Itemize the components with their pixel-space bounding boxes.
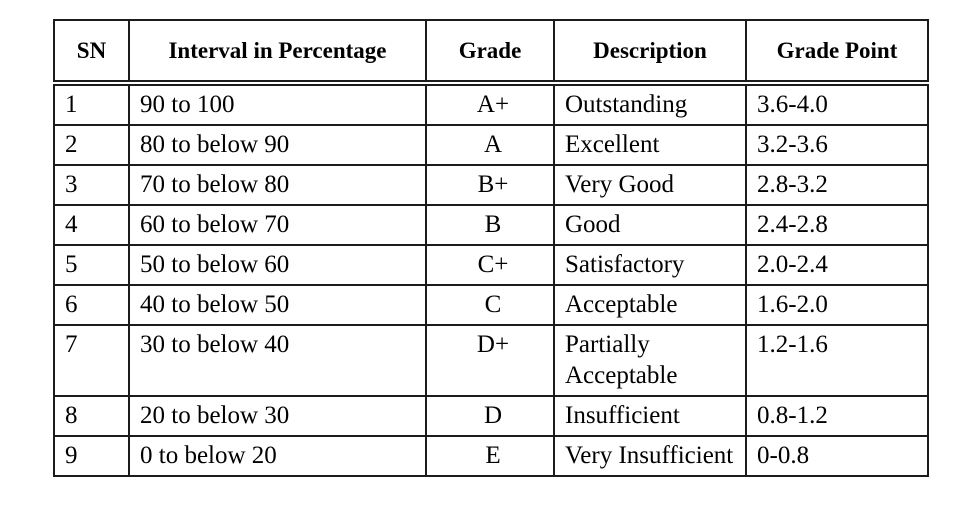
table-row: 3 70 to below 80 B+ Very Good 2.8-3.2 [53,164,929,206]
cell-description: Outstanding [553,82,747,126]
cell-description: Excellent [553,124,747,166]
cell-sn: 2 [53,124,130,166]
cell-grade_point: 3.6-4.0 [745,82,929,126]
header-grade-point: Grade Point [745,19,929,86]
cell-grade_point: 3.2-3.6 [745,124,929,166]
grading-scale-table: SN Interval in Percentage Grade Descript… [53,19,929,477]
table-row: 4 60 to below 70 B Good 2.4-2.8 [53,204,929,246]
cell-sn: 5 [53,244,130,286]
cell-interval: 0 to below 20 [128,435,427,477]
table-row: 1 90 to 100 A+ Outstanding 3.6-4.0 [53,82,929,126]
cell-interval: 80 to below 90 [128,124,427,166]
cell-sn: 3 [53,164,130,206]
cell-interval: 30 to below 40 [128,324,427,397]
cell-grade_point: 0.8-1.2 [745,395,929,437]
table-row: 7 30 to below 40 D+ Partially Acceptable 1.2… [53,324,929,397]
cell-description: Very Good [553,164,747,206]
cell-description: Satisfactory [553,244,747,286]
header-row: SN Interval in Percentage Grade Descript… [53,19,929,86]
table-row: 2 80 to below 90 A Excellent 3.2-3.6 [53,124,929,166]
header-sn: SN [53,19,130,86]
cell-interval: 20 to below 30 [128,395,427,437]
cell-interval: 50 to below 60 [128,244,427,286]
cell-grade_point: 1.2-1.6 [745,324,929,397]
header-description: Description [553,19,747,86]
header-grade: Grade [425,19,555,86]
cell-sn: 4 [53,204,130,246]
cell-sn: 1 [53,82,130,126]
cell-interval: 90 to 100 [128,82,427,126]
table-body: 1 90 to 100 A+ Outstanding 3.6-4.0 2 80 to bel… [53,82,929,477]
cell-interval: 70 to below 80 [128,164,427,206]
cell-grade: C [425,284,555,326]
cell-grade_point: 2.0-2.4 [745,244,929,286]
cell-description: Partially Acceptable [553,324,747,397]
cell-grade: D+ [425,324,555,397]
cell-description: Very Insufficient [553,435,747,477]
cell-grade: D [425,395,555,437]
cell-sn: 9 [53,435,130,477]
table-row: 8 20 to below 30 D Insufficient 0.8-1.2 [53,395,929,437]
header-interval: Interval in Percentage [128,19,427,86]
cell-grade_point: 2.4-2.8 [745,204,929,246]
cell-grade_point: 0-0.8 [745,435,929,477]
cell-grade: A+ [425,82,555,126]
cell-sn: 8 [53,395,130,437]
cell-grade: A [425,124,555,166]
cell-grade: C+ [425,244,555,286]
table-row: 6 40 to below 50 C Acceptable 1.6-2.0 [53,284,929,326]
cell-sn: 6 [53,284,130,326]
cell-description: Acceptable [553,284,747,326]
cell-grade: E [425,435,555,477]
cell-grade: B+ [425,164,555,206]
cell-sn: 7 [53,324,130,397]
cell-grade_point: 1.6-2.0 [745,284,929,326]
cell-interval: 60 to below 70 [128,204,427,246]
cell-description: Good [553,204,747,246]
cell-grade_point: 2.8-3.2 [745,164,929,206]
cell-grade: B [425,204,555,246]
cell-description: Insufficient [553,395,747,437]
table-row: 5 50 to below 60 C+ Satisfactory 2.0-2.4 [53,244,929,286]
cell-interval: 40 to below 50 [128,284,427,326]
